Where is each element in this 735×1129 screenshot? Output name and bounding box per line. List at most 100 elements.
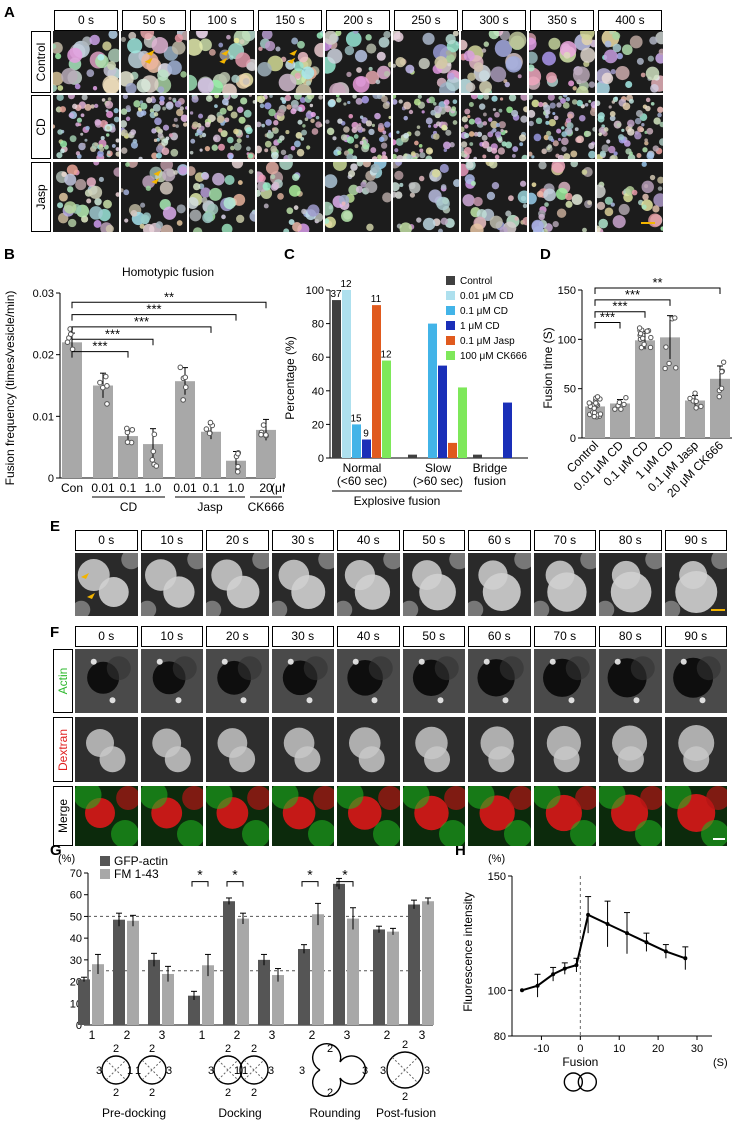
vesicle	[248, 95, 252, 97]
vesicle	[617, 746, 644, 773]
vesicle	[365, 70, 380, 85]
timepoint-label: 50 s	[122, 10, 186, 31]
vesicle	[356, 67, 362, 73]
micrograph-texture	[393, 95, 458, 159]
vesicle	[346, 153, 354, 159]
vesicle	[361, 128, 366, 132]
vesicle	[361, 95, 370, 104]
vesicle	[499, 656, 524, 681]
micrograph-a	[461, 95, 527, 159]
vesicle	[80, 113, 85, 118]
vesicle	[495, 122, 500, 128]
vesicle	[604, 207, 614, 217]
diagram-number: 3	[362, 1065, 368, 1077]
vesicle	[354, 574, 391, 610]
data-point	[586, 912, 591, 917]
micrograph-texture	[53, 95, 119, 159]
vesicle	[445, 50, 452, 56]
vesicle	[470, 95, 478, 100]
micrograph-texture	[337, 786, 400, 846]
significance-marker: **	[652, 275, 662, 290]
vesicle	[609, 31, 615, 35]
vesicle	[648, 213, 662, 228]
vesicle	[341, 201, 346, 206]
timepoint-label: 40 s	[337, 530, 400, 551]
vesicle	[588, 99, 592, 103]
vesicle	[473, 196, 483, 207]
x-tick-label: 1.0	[145, 481, 162, 495]
vesicle	[597, 184, 606, 199]
vesicle	[284, 95, 292, 102]
vesicle	[556, 128, 562, 134]
vesicle	[592, 127, 595, 132]
vesicle	[162, 168, 176, 182]
diagram-cell	[213, 1055, 243, 1085]
diagram-cell	[386, 1051, 424, 1089]
vesicle	[542, 51, 556, 66]
significance-marker: *	[342, 867, 348, 883]
vesicle	[494, 111, 500, 118]
vesicle	[603, 127, 609, 132]
vesicle	[204, 121, 211, 128]
bar	[387, 931, 399, 1025]
vesicle	[109, 697, 116, 704]
vesicle	[249, 210, 255, 222]
micrograph-texture	[402, 786, 465, 846]
vesicle	[393, 153, 397, 159]
timepoint-label: 350 s	[530, 10, 594, 31]
micrograph-e	[271, 553, 334, 616]
x-tick-label: 3	[344, 1028, 351, 1042]
vesicle	[122, 95, 128, 100]
bar	[62, 342, 82, 478]
vesicle	[588, 81, 595, 88]
timepoint-label: 40 s	[337, 626, 400, 647]
row-label-merge: Merge	[53, 786, 73, 846]
vesicle	[199, 135, 203, 139]
vesicle	[584, 102, 589, 107]
vesicle	[355, 97, 363, 105]
vesicle	[53, 84, 58, 93]
vesicle	[233, 142, 242, 151]
vesicle	[140, 110, 147, 116]
row-label-dextran: Dextran	[53, 717, 73, 782]
diagram-number: 2	[113, 1043, 119, 1055]
vesicle	[153, 112, 159, 117]
bar	[362, 439, 371, 458]
vesicle	[140, 214, 150, 225]
vesicle	[302, 124, 306, 128]
vesicle	[579, 114, 586, 122]
micrograph-f	[140, 717, 203, 782]
micrograph-texture	[402, 553, 465, 616]
vesicle	[271, 786, 298, 809]
significance-marker: *	[197, 867, 203, 883]
diagram-number: 2	[225, 1087, 231, 1099]
vesicle	[236, 214, 245, 224]
vesicle	[430, 109, 437, 116]
panel-label-h: H	[455, 842, 466, 859]
vesicle	[167, 60, 182, 75]
vesicle	[162, 576, 195, 608]
vesicle	[418, 175, 425, 182]
vesicle	[529, 192, 537, 205]
row-label-jasp: Jasp	[31, 162, 51, 232]
vesicle	[325, 119, 330, 124]
y-tick-label: 100	[306, 285, 324, 297]
vesicle	[106, 110, 114, 118]
vesicle	[201, 172, 210, 180]
vesicle	[66, 186, 74, 193]
timepoint-label: 150 s	[258, 10, 322, 31]
unit-label: (μM)	[271, 481, 285, 495]
vesicle	[559, 40, 577, 58]
significance-bracket	[71, 314, 237, 321]
vesicle	[247, 153, 254, 159]
vesicle	[263, 203, 269, 209]
panel-label-f: F	[50, 624, 60, 641]
vesicle	[628, 98, 634, 104]
vesicle	[440, 184, 447, 190]
vesicle	[452, 31, 459, 37]
vesicle	[370, 147, 377, 154]
vesicle	[601, 144, 610, 153]
vesicle	[233, 193, 246, 206]
micrograph-a	[189, 95, 255, 159]
diagram-number: 1	[242, 1065, 248, 1077]
